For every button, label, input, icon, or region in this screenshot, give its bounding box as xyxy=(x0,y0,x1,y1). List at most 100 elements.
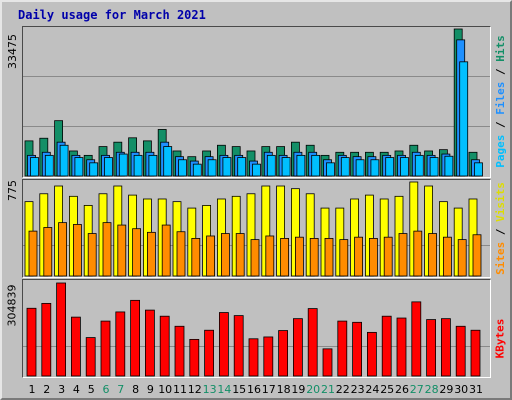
chart-title: Daily usage for March 2021 xyxy=(18,8,206,22)
visits-sites-bar-1 xyxy=(28,230,38,277)
visits-sites-bar-23 xyxy=(354,236,364,277)
day-label-4: 4 xyxy=(73,383,80,396)
hits-pages-bar-28 xyxy=(429,157,439,177)
visits-sites-bar-13 xyxy=(206,235,216,277)
day-label-28: 28 xyxy=(425,383,439,396)
hits-pages-bar-31 xyxy=(474,162,483,177)
hits-pages-bar-2 xyxy=(44,154,54,177)
hits-pages-bar-9 xyxy=(148,154,158,177)
visits-sites-bar-6 xyxy=(102,222,112,277)
day-label-6: 6 xyxy=(103,383,110,396)
visits-sites-bar-17 xyxy=(265,235,275,277)
kbytes-kbytes-bar-14 xyxy=(218,312,229,377)
hits-pages-bar-25 xyxy=(385,157,395,177)
kbytes-kbytes-bar-17 xyxy=(263,336,274,377)
hits-pages-bar-11 xyxy=(178,159,187,177)
visits-sites-bar-28 xyxy=(428,233,438,277)
hits-pages-bar-23 xyxy=(355,159,365,177)
kbytes-kbytes-bar-25 xyxy=(381,315,392,377)
day-label-13: 13 xyxy=(203,383,217,396)
hits-pages-bar-22 xyxy=(340,157,350,177)
day-label-5: 5 xyxy=(88,383,95,396)
kbytes-kbytes-bar-24 xyxy=(366,331,377,377)
visits-sites-bar-22 xyxy=(339,239,349,277)
kbytes-kbytes-bar-18 xyxy=(278,330,289,377)
visits-sites-bar-5 xyxy=(87,233,97,277)
day-label-10: 10 xyxy=(158,383,172,396)
day-label-25: 25 xyxy=(380,383,394,396)
kbytes-kbytes-bar-7 xyxy=(115,311,126,377)
visits-sites-bar-12 xyxy=(191,237,201,277)
day-label-8: 8 xyxy=(132,383,139,396)
hits-pages-bar-1 xyxy=(30,157,39,177)
visits-sites-bar-26 xyxy=(398,233,408,277)
visits-sites-bar-24 xyxy=(368,237,378,277)
day-label-24: 24 xyxy=(365,383,379,396)
kbytes-kbytes-bar-1 xyxy=(26,307,37,377)
day-label-17: 17 xyxy=(262,383,276,396)
day-label-18: 18 xyxy=(277,383,291,396)
kbytes-kbytes-bar-4 xyxy=(71,316,81,377)
day-label-19: 19 xyxy=(291,383,305,396)
hits-pages-bar-27 xyxy=(414,154,424,177)
hits-pages-bar-29 xyxy=(444,155,454,177)
kbytes-kbytes-bar-2 xyxy=(41,302,52,377)
hits-pages-bar-16 xyxy=(252,163,261,177)
hits-pages-bar-12 xyxy=(192,163,202,177)
kbytes-kbytes-bar-9 xyxy=(144,309,155,377)
day-label-21: 21 xyxy=(321,383,335,396)
day-label-22: 22 xyxy=(336,383,350,396)
kbytes-kbytes-bar-22 xyxy=(337,320,348,377)
kbytes-kbytes-bar-20 xyxy=(307,308,318,377)
kbytes-kbytes-bar-5 xyxy=(85,337,96,377)
kbytes-kbytes-bar-15 xyxy=(233,315,244,377)
kbytes-kbytes-bar-12 xyxy=(189,338,200,377)
day-label-14: 14 xyxy=(217,383,231,396)
hits-pages-bar-21 xyxy=(326,162,335,177)
day-label-11: 11 xyxy=(173,383,187,396)
visits-sites-bar-25 xyxy=(383,236,393,277)
day-label-31: 31 xyxy=(469,383,483,396)
day-label-15: 15 xyxy=(232,383,246,396)
hits-pages-bar-14 xyxy=(222,157,232,177)
kbytes-kbytes-bar-8 xyxy=(130,299,141,377)
hits-pages-bar-5 xyxy=(89,162,99,177)
visits-sites-bar-11 xyxy=(176,231,186,277)
hits-pages-bar-17 xyxy=(266,154,276,177)
day-label-27: 27 xyxy=(410,383,424,396)
visits-sites-bar-30 xyxy=(457,239,467,277)
hits-pages-bar-19 xyxy=(296,154,306,177)
kbytes-kbytes-bar-31 xyxy=(470,329,481,377)
hits-pages-bar-7 xyxy=(118,153,128,177)
day-label-23: 23 xyxy=(351,383,365,396)
kbytes-kbytes-bar-23 xyxy=(352,321,363,377)
hits-pages-bar-24 xyxy=(370,159,380,177)
hits-pages-bar-18 xyxy=(281,157,291,177)
kbytes-kbytes-bar-21 xyxy=(322,348,333,377)
visits-sites-bar-4 xyxy=(73,224,82,277)
day-label-1: 1 xyxy=(29,383,36,396)
visits-sites-bar-31 xyxy=(472,234,482,277)
kbytes-kbytes-bar-13 xyxy=(204,329,215,377)
day-label-9: 9 xyxy=(147,383,154,396)
kbytes-kbytes-bar-27 xyxy=(411,301,422,377)
hits-pages-bar-13 xyxy=(207,159,217,177)
visits-sites-bar-2 xyxy=(43,227,53,277)
kbytes-kbytes-bar-30 xyxy=(455,325,466,377)
visits-sites-bar-10 xyxy=(161,224,171,277)
hits-pages-bar-30 xyxy=(459,61,469,177)
day-label-30: 30 xyxy=(454,383,468,396)
visits-sites-bar-15 xyxy=(235,233,245,277)
visits-sites-bar-9 xyxy=(146,231,156,277)
hits-pages-bar-10 xyxy=(163,146,173,177)
visits-sites-bar-21 xyxy=(324,237,334,277)
day-label-12: 12 xyxy=(188,383,202,396)
day-label-2: 2 xyxy=(43,383,50,396)
kbytes-kbytes-bar-16 xyxy=(248,338,259,377)
visits-sites-bar-14 xyxy=(220,233,230,277)
day-label-26: 26 xyxy=(395,383,409,396)
hits-pages-bar-26 xyxy=(400,157,409,177)
day-label-7: 7 xyxy=(117,383,124,396)
visits-sites-bar-29 xyxy=(442,236,452,277)
